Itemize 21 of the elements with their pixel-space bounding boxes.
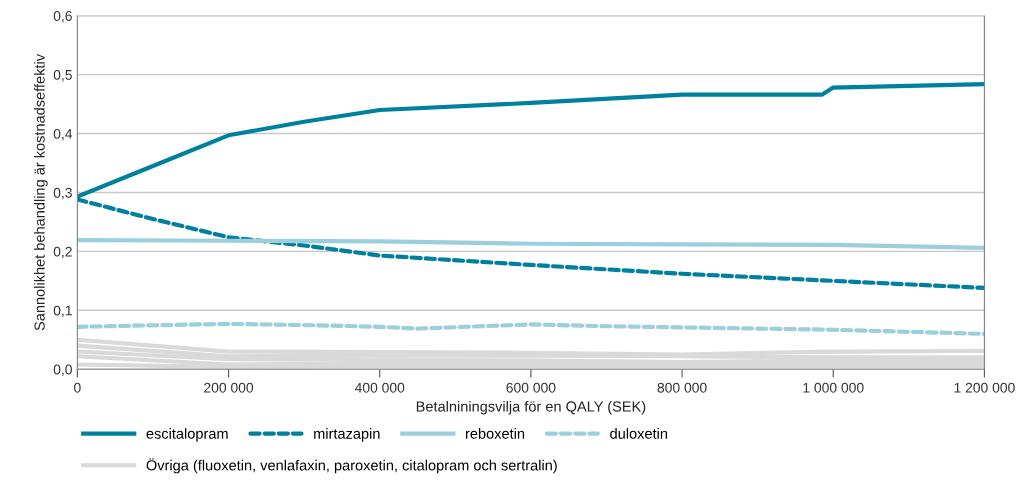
y-tick-label: 0,6 bbox=[53, 11, 72, 23]
y-axis-title: Sannolikhet behandling är kostnadseffektiv bbox=[34, 54, 48, 331]
x-tick-label: 0 bbox=[74, 382, 81, 393]
x-tick-label: 400 000 bbox=[354, 382, 405, 393]
x-tick-label: 1 000 000 bbox=[803, 382, 864, 393]
x-tick-label: 800 000 bbox=[657, 382, 707, 393]
legend-label: mirtazapin bbox=[314, 428, 380, 442]
x-tick-label: 200 000 bbox=[204, 382, 254, 393]
y-tick-label: 0,0 bbox=[53, 364, 72, 377]
legend-label: duloxetin bbox=[610, 428, 668, 439]
x-axis-title: Betalniningsvilja för en QALY (SEK) bbox=[416, 400, 646, 415]
legend-label: escitalopram bbox=[146, 428, 228, 442]
x-tick-label: 1 200 000 bbox=[954, 382, 1015, 393]
x-tick-label: 600 000 bbox=[506, 382, 556, 393]
y-tick-label: 0,2 bbox=[53, 246, 72, 259]
legend-label: reboxetin bbox=[465, 428, 525, 439]
legend-label: Övriga (fluoxetin, venlafaxin, paroxetin, citalopram och sertralin) bbox=[146, 458, 557, 474]
y-tick-label: 0,5 bbox=[53, 69, 72, 82]
y-tick-label: 0,3 bbox=[53, 187, 72, 200]
y-tick-label: 0,4 bbox=[53, 128, 73, 141]
y-tick-label: 0,1 bbox=[53, 305, 72, 318]
